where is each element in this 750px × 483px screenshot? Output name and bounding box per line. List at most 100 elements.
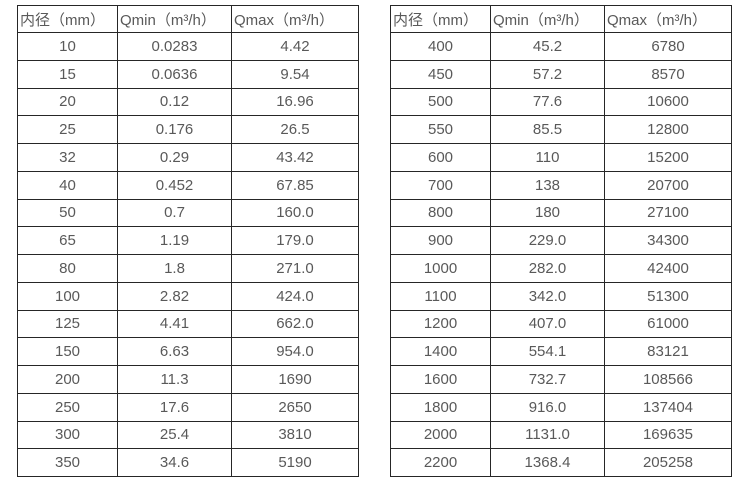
table-row: 20 0.12 16.96 [17,87,359,117]
table-cell: 0.452 [117,170,232,200]
table-cell: 200 [17,365,118,394]
table-cell: 45.2 [490,32,605,61]
table-cell: 80 [17,254,118,283]
table-cell: 12800 [604,115,732,144]
table-cell: 17.6 [117,392,232,422]
table-header-row: 内径（mm） Qmin（m³/h） Qmax（m³/h） [17,5,359,33]
table-row: 10 0.0283 4.42 [17,32,359,61]
table-cell: 169635 [604,420,732,450]
table-cell: 300 [17,420,118,450]
table-cell: 34300 [604,226,732,255]
table-cell: 550 [390,115,491,144]
table-cell: 1200 [390,309,491,339]
table-cell: 407.0 [490,309,605,339]
table-cell: 32 [17,143,118,172]
table-cell: 0.0283 [117,32,232,61]
table-cell: 2650 [231,392,359,422]
table-cell: 9.54 [231,59,359,89]
table-row: 1400 554.1 83121 [390,337,732,366]
table-cell: 1368.4 [490,448,605,477]
table-cell: 10 [17,32,118,61]
table-row: 65 1.19 179.0 [17,226,359,255]
table-cell: 400 [390,32,491,61]
table-row: 600 110 15200 [390,143,732,172]
table-row: 2000 1131.0 169635 [390,420,732,450]
table-row: 125 4.41 662.0 [17,309,359,339]
table-cell: 500 [390,87,491,117]
table-row: 32 0.29 43.42 [17,143,359,172]
table-header-row: 内径（mm） Qmin（m³/h） Qmax（m³/h） [390,5,732,33]
table-cell: 137404 [604,392,732,422]
table-cell: 600 [390,143,491,172]
table-cell: 2200 [390,448,491,477]
table-row: 700 138 20700 [390,170,732,200]
table-cell: 342.0 [490,281,605,311]
table-cell: 160.0 [231,198,359,228]
table-cell: 732.7 [490,365,605,394]
table-cell: 1690 [231,365,359,394]
table-cell: 700 [390,170,491,200]
table-cell: 229.0 [490,226,605,255]
table-cell: 65 [17,226,118,255]
table-cell: 350 [17,448,118,477]
table-cell: 250 [17,392,118,422]
table-row: 400 45.2 6780 [390,32,732,61]
table-cell: 43.42 [231,143,359,172]
table-cell: 0.12 [117,87,232,117]
table-cell: 42400 [604,254,732,283]
table-cell: 27100 [604,198,732,228]
table-cell: 20 [17,87,118,117]
table-cell: 450 [390,59,491,89]
table-row: 100 2.82 424.0 [17,281,359,311]
table-cell: 85.5 [490,115,605,144]
table-row: 1200 407.0 61000 [390,309,732,339]
table-cell: 100 [17,281,118,311]
table-cell: 57.2 [490,59,605,89]
table-row: 1000 282.0 42400 [390,254,732,283]
table-cell: 954.0 [231,337,359,366]
table-cell: 0.0636 [117,59,232,89]
table-cell: 2000 [390,420,491,450]
table-cell: 662.0 [231,309,359,339]
table-cell: 554.1 [490,337,605,366]
table-cell: 67.85 [231,170,359,200]
column-header: Qmin（m³/h） [490,5,605,33]
table-row: 15 0.0636 9.54 [17,59,359,89]
table-cell: 8570 [604,59,732,89]
table-cell: 138 [490,170,605,200]
column-header: Qmax（m³/h） [604,5,732,33]
table-cell: 77.6 [490,87,605,117]
column-header: Qmin（m³/h） [117,5,232,33]
table-cell: 108566 [604,365,732,394]
table-cell: 1000 [390,254,491,283]
table-cell: 1.8 [117,254,232,283]
table-cell: 50 [17,198,118,228]
table-cell: 61000 [604,309,732,339]
column-header: 内径（mm） [17,5,118,33]
table-cell: 1.19 [117,226,232,255]
table-cell: 0.176 [117,115,232,144]
table-row: 350 34.6 5190 [17,448,359,477]
table-cell: 20700 [604,170,732,200]
table-cell: 15200 [604,143,732,172]
table-cell: 34.6 [117,448,232,477]
table-body: 10 0.0283 4.42 15 0.0636 9.54 20 0.12 16.96 25 0.1… [17,32,359,477]
table-row: 50 0.7 160.0 [17,198,359,228]
table-cell: 2.82 [117,281,232,311]
table-row: 25 0.176 26.5 [17,115,359,144]
table-row: 250 17.6 2650 [17,392,359,422]
table-row: 450 57.2 8570 [390,59,732,89]
table-cell: 916.0 [490,392,605,422]
table-cell: 0.29 [117,143,232,172]
table-cell: 424.0 [231,281,359,311]
table-row: 1600 732.7 108566 [390,365,732,394]
table-cell: 271.0 [231,254,359,283]
table-cell: 125 [17,309,118,339]
table-cell: 150 [17,337,118,366]
table-cell: 1400 [390,337,491,366]
table-cell: 110 [490,143,605,172]
table-cell: 16.96 [231,87,359,117]
table-cell: 40 [17,170,118,200]
flow-table-small-diameters: 内径（mm） Qmin（m³/h） Qmax（m³/h） 10 0.0283 4.42 1… [17,5,359,477]
